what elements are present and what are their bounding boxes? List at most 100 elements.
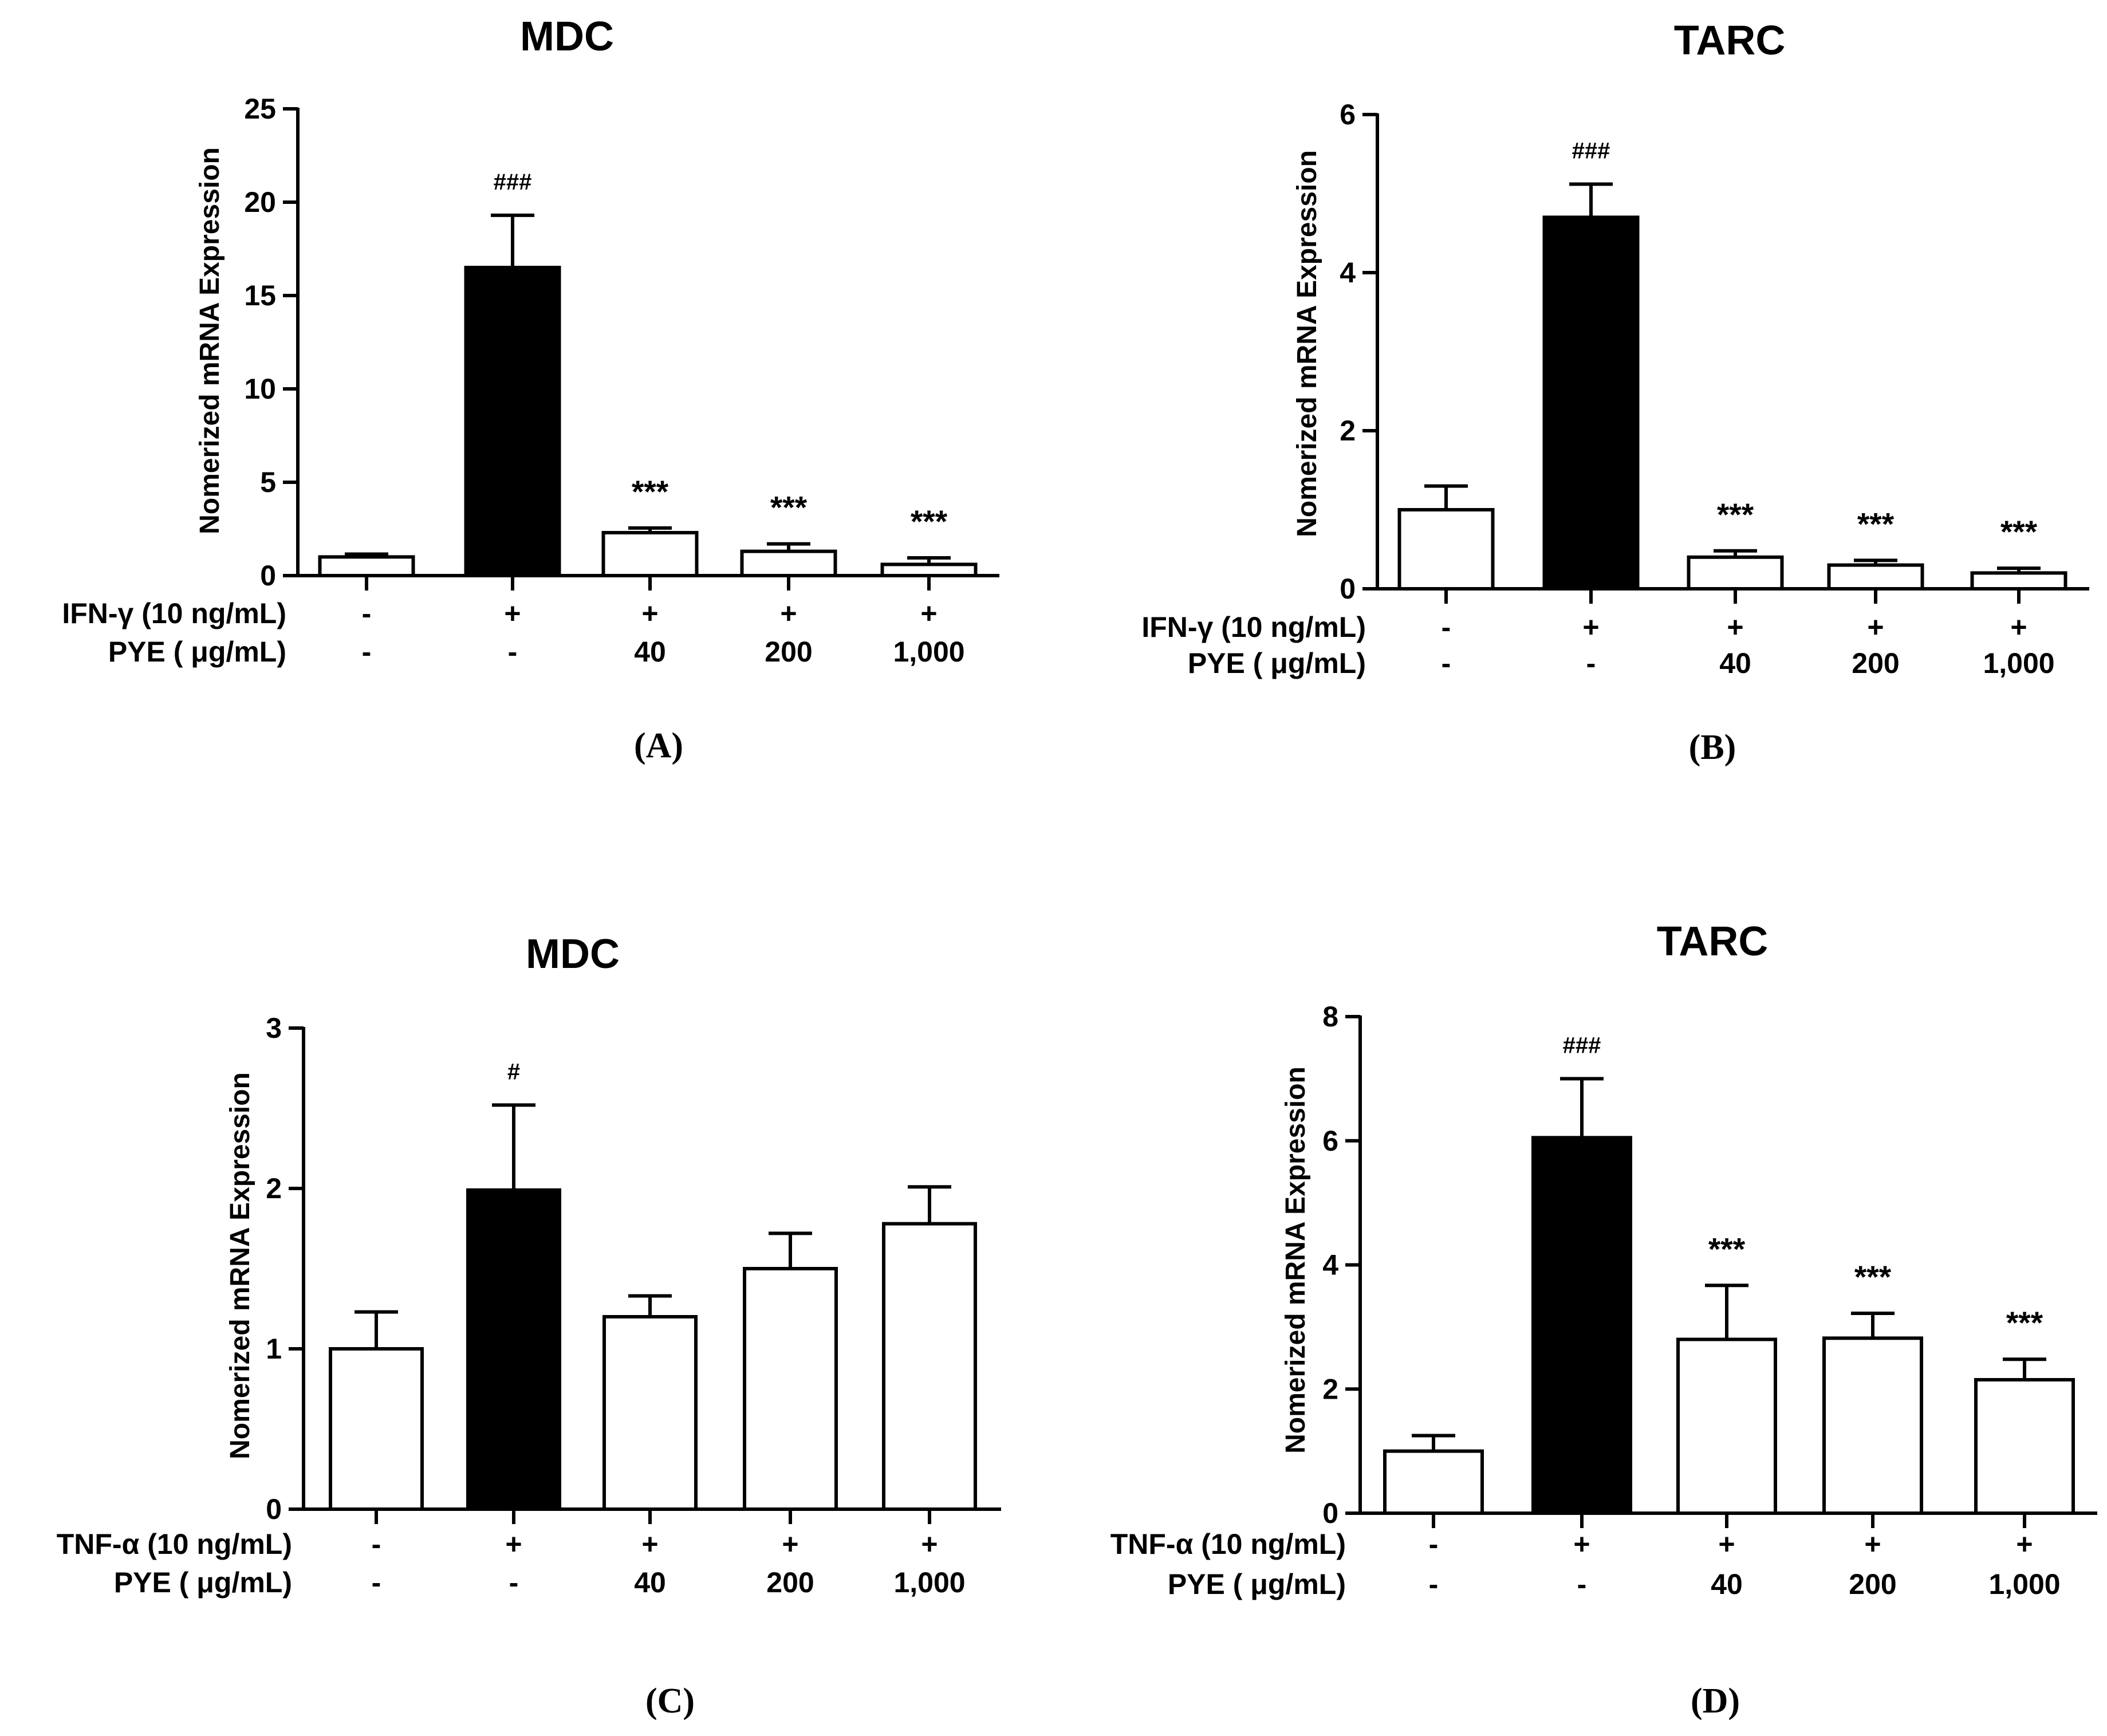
significance-label: *** [632,474,669,509]
bar [318,555,415,578]
treatment-label: PYE ( μg/mL) [1168,1568,1346,1600]
treatment-label: TNF-α (10 ng/mL) [57,1528,292,1560]
treatment-value: - [1442,611,1451,643]
treatment-value: + [921,1528,938,1560]
treatment-value: 40 [1719,647,1751,679]
treatment-value: + [780,597,797,629]
chart-title: MDC [526,931,620,977]
treatment-value: - [362,636,372,668]
treatment-value: + [1867,611,1884,643]
treatment-value: + [504,597,521,629]
treatment-value: 40 [1711,1568,1743,1600]
treatment-value: - [372,1566,381,1599]
treatment-label: IFN-γ (10 ng/mL) [1141,611,1366,643]
panel-a: MDC Nomerized mRNA Expression ### *** *** *… [62,14,999,765]
bar [1970,571,2067,591]
treatment-label: PYE ( μg/mL) [114,1566,292,1599]
bar [1974,1377,2075,1515]
treatment-row: PYE ( μg/mL) - - 40 200 1,000 [108,636,965,668]
significance-label: *** [1854,1259,1892,1294]
treatment-value: + [782,1528,798,1560]
treatment-value: 200 [765,636,812,668]
treatment-row: TNF-α (10 ng/mL) - + + + + [1110,1528,2033,1560]
panel-d: TARC Nomerized mRNA Expression ### *** ***… [1110,919,2097,1721]
panel-label: (A) [634,726,683,765]
treatment-label: TNF-α (10 ng/mL) [1110,1528,1346,1560]
bar [1827,563,1924,591]
significance-label: *** [1717,497,1754,532]
treatment-row: IFN-γ (10 ng/mL) - + + + + [62,597,937,629]
significance-label: *** [911,503,948,539]
bar [1822,1336,1923,1515]
significance-label: *** [2000,514,2038,549]
treatment-value: + [1864,1528,1881,1560]
treatment-value: 1,000 [893,636,964,668]
treatment-value: - [508,636,518,668]
bar [1383,1449,1484,1515]
y-tick-label: 10 [244,373,276,405]
y-tick-label: 4 [1322,1249,1338,1281]
significance-label: # [507,1059,520,1084]
treatment-row: PYE ( μg/mL) - - 40 200 1,000 [114,1566,966,1599]
plot-area: ### *** *** *** 0 5 10 15 20 25 [244,93,999,592]
significance-label: *** [2006,1305,2043,1340]
y-tick-label: 15 [244,280,276,312]
treatment-value: + [1573,1528,1590,1560]
significance-label: *** [1857,506,1895,541]
treatment-value: 200 [766,1566,814,1599]
plot-area: ### *** *** *** 0 2 4 6 8 [1322,1001,2097,1529]
chart-title: MDC [520,14,614,60]
significance-label: *** [770,490,808,525]
panel-c: MDC Nomerized mRNA Expression #0 1 2 3 TNF-… [57,931,1001,1721]
treatment-value: + [2010,611,2027,643]
bar [1531,1136,1632,1515]
treatment-row: IFN-γ (10 ng/mL) - + + + + [1141,611,2027,643]
treatment-value: 1,000 [1983,647,2054,679]
y-tick-label: 2 [1340,415,1356,447]
y-tick-label: 5 [260,466,276,498]
treatment-row: TNF-α (10 ng/mL) - + + + + [57,1528,938,1560]
treatment-label: PYE ( μg/mL) [1188,647,1366,679]
y-tick-label: 2 [266,1172,282,1204]
y-tick-label: 4 [1340,257,1356,289]
treatment-value: + [1718,1528,1735,1560]
y-axis-label: Nomerized mRNA Expression [225,1072,255,1459]
bar [740,549,837,577]
bar [882,1222,977,1511]
significance-label: ### [494,170,532,195]
bar [329,1347,424,1511]
treatment-label: PYE ( μg/mL) [108,636,286,668]
treatment-value: + [505,1528,522,1560]
plot-area: #0 1 2 3 [266,1012,1001,1525]
panel-b: TARC Nomerized mRNA Expression ### *** ***… [1141,18,2089,767]
significance-label: ### [1572,138,1610,163]
y-tick-label: 20 [244,186,276,218]
y-tick-label: 0 [266,1493,282,1525]
treatment-label: IFN-γ (10 ng/mL) [62,597,286,629]
bar [1542,215,1640,591]
y-axis-label: Nomerized mRNA Expression [1292,150,1322,537]
panel-label: (D) [1691,1682,1740,1721]
bar [602,1315,698,1511]
significance-label: ### [1563,1033,1601,1058]
y-tick-label: 0 [260,560,276,592]
bar [743,1267,838,1511]
treatment-value: + [1582,611,1599,643]
y-tick-label: 0 [1322,1497,1338,1529]
treatment-row: PYE ( μg/mL) - - 40 200 1,000 [1188,647,2055,679]
bar [1397,508,1495,591]
y-axis-label: Nomerized mRNA Expression [1281,1066,1311,1454]
treatment-value: - [372,1528,381,1560]
treatment-value: 1,000 [1988,1568,2060,1600]
bar [1687,555,1784,591]
treatment-value: - [1429,1528,1439,1560]
treatment-value: + [2016,1528,2033,1560]
plot-area: ### *** *** *** 0 2 4 6 [1340,99,2089,605]
y-tick-label: 8 [1322,1001,1338,1033]
treatment-value: 40 [634,1566,666,1599]
y-tick-label: 0 [1340,573,1356,605]
treatment-value: 200 [1849,1568,1896,1600]
panel-label: (C) [645,1682,695,1721]
treatment-value: - [1429,1568,1439,1600]
y-tick-label: 25 [244,93,276,125]
